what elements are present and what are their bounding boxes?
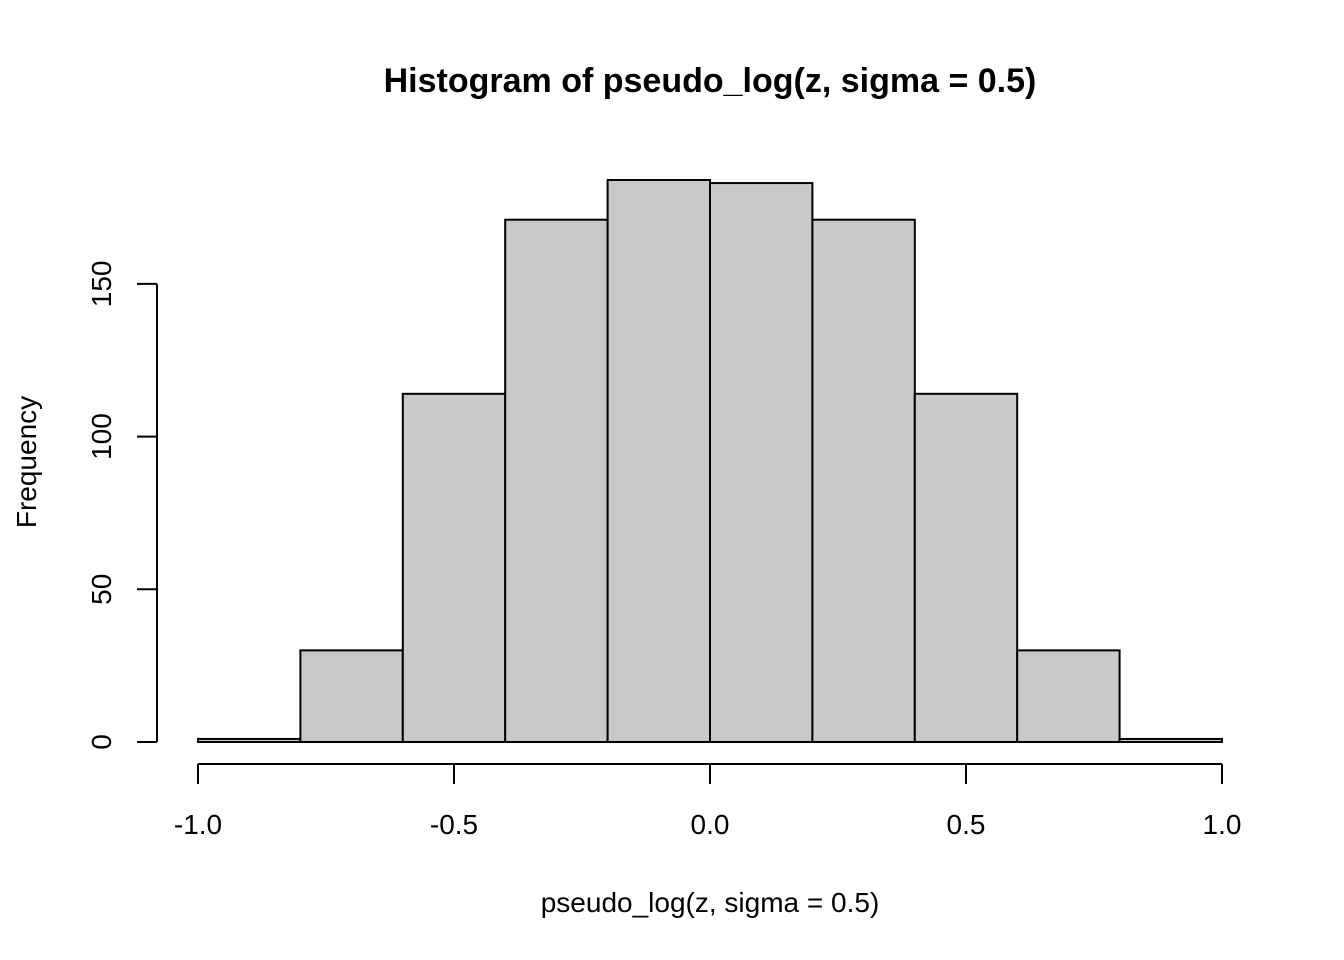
- x-tick-label: 1.0: [1203, 809, 1242, 840]
- x-tick-label: -0.5: [430, 809, 478, 840]
- histogram-bar-2: [401, 392, 507, 743]
- x-tick-label: 0.0: [691, 809, 730, 840]
- y-axis-label: Frequency: [11, 396, 42, 528]
- x-tick-label: -1.0: [174, 809, 222, 840]
- histogram-bar-0: [197, 737, 302, 744]
- y-axis: 0 50 100 150: [86, 260, 158, 750]
- histogram-bar-3: [504, 218, 609, 743]
- histogram-bar-4: [606, 179, 711, 743]
- x-tick-label: 0.5: [947, 809, 986, 840]
- histogram-bar-1: [299, 649, 404, 743]
- y-tick-label: 150: [86, 260, 117, 307]
- histogram-bar-9: [1118, 737, 1223, 744]
- histogram-bar-8: [1016, 649, 1121, 743]
- histogram-bar-5: [709, 182, 814, 744]
- y-tick-label: 50: [86, 574, 117, 605]
- y-tick-label: 0: [86, 734, 117, 750]
- histogram-bars: [197, 179, 1223, 744]
- y-tick-label: 100: [86, 413, 117, 460]
- x-axis-label: pseudo_log(z, sigma = 0.5): [541, 887, 880, 918]
- histogram-bar-6: [811, 218, 916, 743]
- x-axis: -1.0 -0.5 0.0 0.5 1.0: [174, 763, 1242, 840]
- chart-title: Histogram of pseudo_log(z, sigma = 0.5): [384, 62, 1037, 100]
- histogram-bar-7: [913, 392, 1019, 743]
